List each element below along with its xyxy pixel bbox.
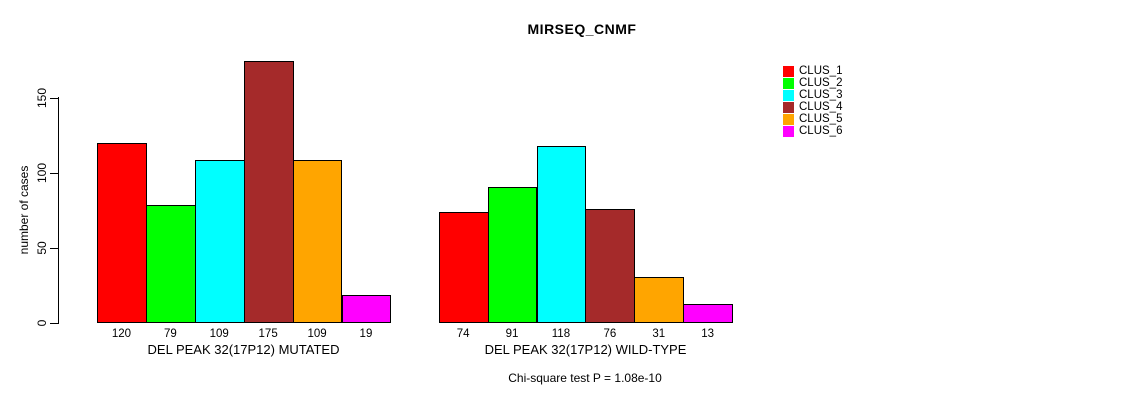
legend-label: CLUS_6 (799, 125, 843, 137)
bar-value-label: 109 (209, 328, 229, 340)
legend-label: CLUS_2 (799, 77, 843, 89)
bar-clus_2-group2 (487, 186, 538, 323)
bar-value-label: 79 (163, 328, 177, 340)
legend-item-clus_5: CLUS_5 (783, 113, 842, 125)
legend: CLUS_1 CLUS_2 CLUS_3 CLUS_4 CLUS_5 CLUS_6 (783, 65, 842, 137)
legend-item-clus_1: CLUS_1 (783, 65, 842, 77)
bar-value-label: 91 (505, 328, 519, 340)
y-tick (50, 98, 58, 99)
y-tick-label: 100 (35, 162, 49, 184)
legend-item-clus_2: CLUS_2 (783, 77, 842, 89)
legend-swatch-clus_6 (783, 125, 794, 137)
legend-swatch-clus_5 (783, 113, 794, 125)
group-label-mutated: DEL PEAK 32(17P12) MUTATED (147, 342, 340, 357)
bar-clus_3-group1 (194, 159, 245, 323)
bar-clus_4-group1 (243, 60, 294, 323)
legend-swatch-clus_3 (783, 89, 794, 101)
bar-clus_4-group2 (585, 209, 636, 323)
y-tick-label: 50 (35, 241, 49, 255)
bar-clus_1-group2 (438, 212, 489, 323)
bar-clus_5-group1 (292, 159, 343, 323)
bar-clus_5-group2 (634, 276, 685, 323)
chi-square-note: Chi-square test P = 1.08e-10 (508, 371, 662, 385)
y-tick (50, 248, 58, 249)
bar-value-label: 74 (456, 328, 470, 340)
bar-value-label: 175 (258, 328, 278, 340)
bar-clus_1-group1 (97, 143, 147, 323)
legend-label: CLUS_3 (799, 89, 843, 101)
legend-label: CLUS_5 (799, 113, 843, 125)
bar-clus_6-group2 (683, 303, 734, 323)
bar-value-label: 19 (359, 328, 373, 340)
bar-value-label: 120 (111, 328, 132, 340)
legend-swatch-clus_1 (783, 65, 794, 77)
bar-value-label: 76 (603, 328, 617, 340)
legend-label: CLUS_1 (799, 65, 843, 77)
bar-clus_3-group2 (536, 146, 587, 323)
legend-swatch-clus_2 (783, 77, 794, 89)
legend-swatch-clus_4 (783, 101, 794, 113)
legend-item-clus_6: CLUS_6 (783, 125, 842, 137)
legend-item-clus_3: CLUS_3 (783, 89, 842, 101)
y-tick (50, 173, 58, 174)
group-label-wild-type: DEL PEAK 32(17P12) WILD-TYPE (484, 342, 687, 357)
y-tick-label: 0 (35, 319, 49, 327)
y-tick-label: 150 (35, 87, 49, 109)
bar-value-label: 109 (307, 328, 327, 340)
bar-value-label: 13 (701, 328, 715, 340)
chart-title: MIRSEQ_CNMF (527, 21, 637, 37)
bar-clus_6-group1 (341, 294, 392, 323)
legend-label: CLUS_4 (799, 101, 843, 113)
bar-value-label: 31 (652, 328, 666, 340)
y-axis-line (58, 97, 59, 324)
bar-clus_2-group1 (145, 204, 196, 323)
legend-item-clus_4: CLUS_4 (783, 101, 842, 113)
bar-value-label: 118 (551, 328, 571, 340)
y-tick (50, 323, 58, 324)
y-axis-title: number of cases (17, 165, 31, 255)
